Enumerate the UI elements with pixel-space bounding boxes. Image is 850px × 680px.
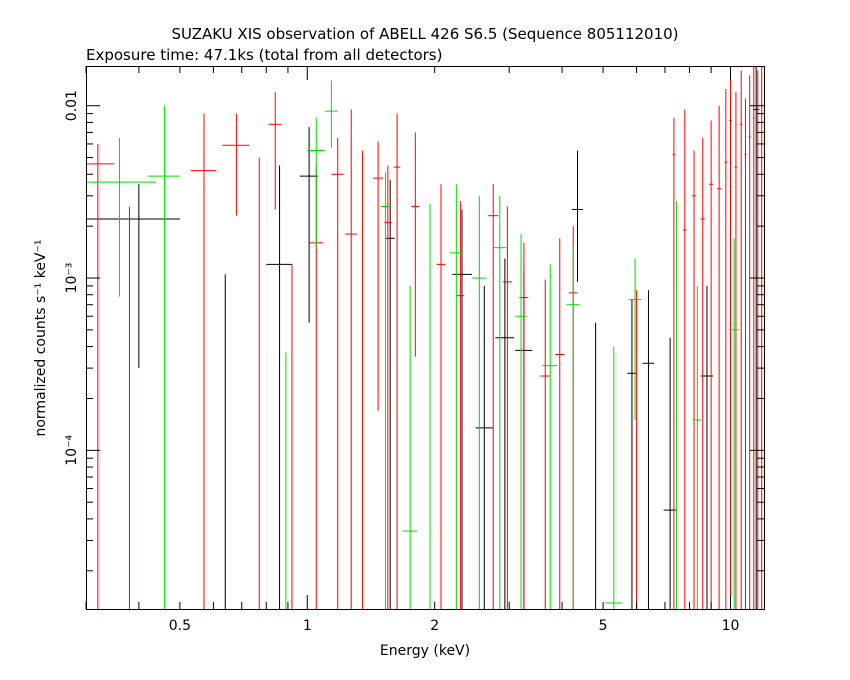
data-point: [411, 132, 420, 357]
data-point: [452, 209, 472, 609]
data-point: [728, 238, 740, 609]
chart-subtitle: Exposure time: 47.1ks (total from all de…: [86, 46, 442, 64]
data-point: [402, 285, 418, 609]
data-point: [86, 184, 180, 369]
data-point: [324, 80, 338, 148]
data-point: [604, 346, 623, 609]
data-point: [739, 70, 743, 609]
data-point: [190, 113, 217, 609]
data-point: [268, 92, 282, 210]
data-point: [756, 70, 759, 609]
data-point: [86, 137, 157, 297]
data-point: [734, 92, 738, 609]
data-point: [692, 285, 702, 609]
data-point: [380, 172, 391, 609]
data-point: [436, 184, 446, 609]
data-point: [700, 137, 705, 609]
data-point: [571, 150, 583, 282]
data-point: [393, 113, 401, 609]
data-point: [663, 337, 677, 609]
data-point: [691, 150, 697, 609]
data-point: [222, 113, 250, 216]
data-point: [331, 137, 344, 609]
data-point: [729, 68, 732, 609]
x-tick-label: 2: [430, 618, 439, 634]
data-point: [385, 180, 395, 609]
data-point: [682, 109, 687, 609]
data-point: [299, 127, 318, 323]
data-marks: [86, 66, 763, 609]
data-point: [487, 184, 499, 609]
chart-title: SUZAKU XIS observation of ABELL 426 S6.5…: [171, 25, 678, 43]
axes: 0.5 1 2 5 10 10⁻⁴ 10⁻³ 0.01: [64, 66, 764, 634]
data-point: [307, 117, 325, 248]
data-point: [475, 285, 494, 609]
data-point: [642, 290, 655, 609]
y-tick-label: 10⁻⁴: [64, 435, 80, 466]
y-tick-label: 0.01: [64, 90, 80, 121]
data-point: [456, 200, 465, 609]
data-point: [345, 109, 357, 609]
x-axis-label: Energy (keV): [380, 643, 470, 659]
data-point: [748, 75, 751, 609]
data-point: [752, 66, 755, 609]
data-point: [373, 141, 384, 411]
data-point: [760, 66, 763, 609]
data-point: [744, 98, 747, 609]
data-point: [709, 120, 714, 609]
x-tick-label: 5: [599, 618, 608, 634]
data-point: [724, 89, 728, 609]
data-point: [717, 105, 722, 609]
data-point: [471, 195, 487, 609]
y-axis-label: normalized counts s⁻¹ keV⁻¹: [33, 239, 49, 436]
x-tick-label: 0.5: [169, 618, 191, 634]
plot-frame: [86, 66, 765, 610]
data-point: [540, 279, 551, 609]
data-point: [147, 105, 180, 609]
data-point: [266, 165, 292, 609]
data-point: [515, 234, 527, 609]
data-point: [672, 117, 676, 609]
data-point: [502, 206, 513, 609]
data-point: [86, 143, 115, 609]
data-point: [493, 195, 507, 609]
x-tick-label: 10: [722, 618, 740, 634]
y-tick-label: 10⁻³: [64, 263, 80, 294]
data-point: [566, 247, 580, 609]
data-point: [628, 258, 642, 420]
data-point: [449, 184, 463, 609]
data-point: [555, 238, 565, 609]
data-point: [542, 264, 558, 609]
data-point: [495, 258, 515, 609]
x-tick-label: 1: [303, 618, 312, 634]
